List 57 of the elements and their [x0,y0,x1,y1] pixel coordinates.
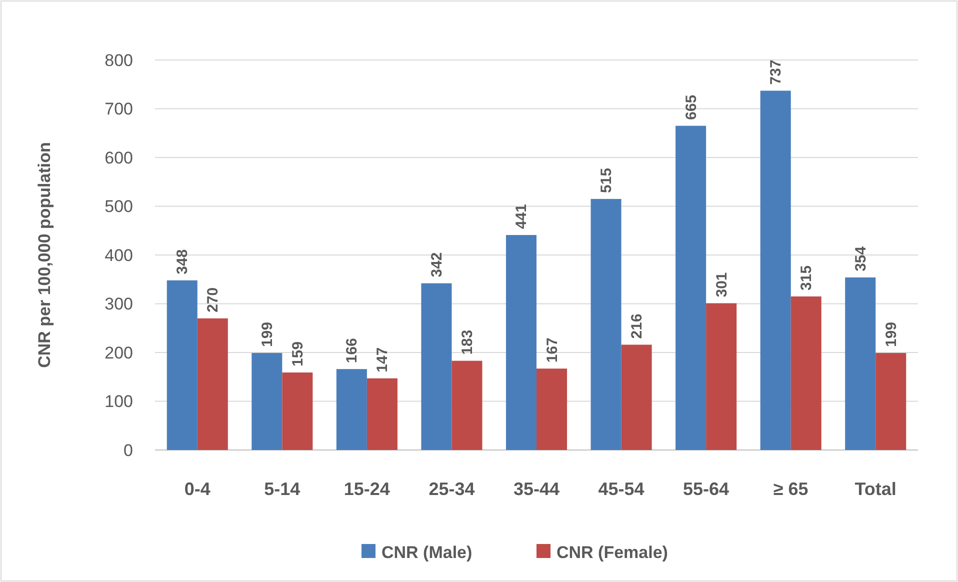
bar [336,369,367,450]
data-label: 147 [374,347,392,372]
data-label: 515 [598,168,616,193]
data-label: 270 [204,287,222,312]
bar [876,352,906,450]
x-tick-label: 25-34 [428,479,475,499]
x-tick-label: 45-54 [598,479,644,499]
y-axis-title: CNR per 100,000 population [35,142,54,368]
y-tick-label: 700 [104,100,133,119]
bar [452,360,482,450]
bar [790,296,822,450]
data-label: 167 [544,338,561,363]
data-label: 737 [768,60,785,85]
y-tick-label: 400 [104,246,133,265]
y-tick-label: 300 [104,294,133,314]
bar [366,378,398,450]
data-label: 301 [713,272,730,298]
y-tick-label: 600 [104,148,133,168]
data-label: 199 [882,322,900,347]
data-label: 159 [289,341,306,366]
data-label: 166 [344,338,361,364]
data-label: 216 [628,314,646,339]
data-label: 354 [852,246,870,272]
data-label: 441 [513,204,530,230]
bar [676,126,706,450]
x-tick-label: 0-4 [184,479,210,499]
data-label: 665 [682,94,700,120]
legend-label: CNR (Female) [556,542,668,562]
bar [252,352,282,450]
bar [166,280,198,450]
y-tick-label: 800 [104,50,133,70]
y-tick-label: 200 [104,343,133,362]
data-label: 342 [428,252,446,278]
data-label: 183 [458,330,476,355]
bar [282,372,313,450]
bar [760,90,791,450]
x-tick-label: 35-44 [513,479,560,499]
x-tick-label: 5-14 [264,479,300,499]
bar [845,277,876,450]
bar [706,303,737,450]
bar [621,344,652,450]
y-tick-label: 0 [124,440,133,460]
x-tick-label: Total [854,479,896,499]
y-tick-label: 100 [104,392,133,412]
bar [536,368,568,450]
bar [421,283,452,450]
legend-label: CNR (Male) [382,542,472,562]
x-tick-label: 55-64 [683,479,730,499]
bar [590,198,622,450]
bar [197,318,228,450]
data-label: 348 [174,249,192,274]
data-label: 199 [258,322,276,347]
bar [506,235,536,450]
y-tick-label: 500 [104,197,133,216]
data-label: 315 [798,265,816,290]
x-tick-label: 15-24 [344,479,390,499]
x-tick-label: ≥ 65 [773,479,808,499]
